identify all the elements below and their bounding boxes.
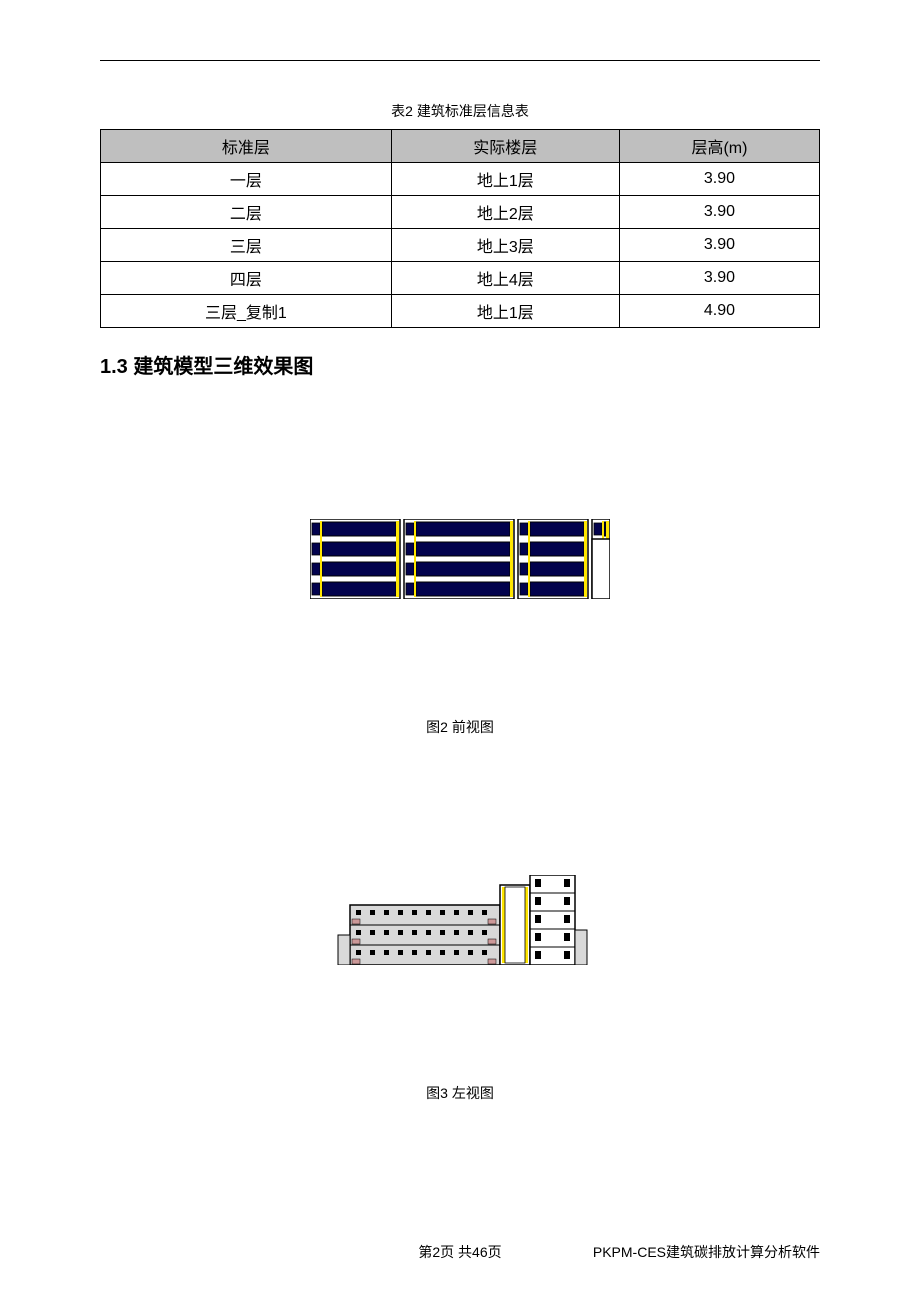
table-cell: 4.90 (619, 295, 819, 328)
col-header: 实际楼层 (391, 130, 619, 163)
floor-info-table: 标准层 实际楼层 层高(m) 一层地上1层3.90二层地上2层3.90三层地上3… (100, 129, 820, 328)
table-cell: 二层 (101, 196, 392, 229)
table-cell: 3.90 (619, 196, 819, 229)
front-view-diagram (310, 519, 610, 599)
table-cell: 地上4层 (391, 262, 619, 295)
footer-page-number: 第2页 共46页 (418, 1244, 501, 1260)
table-cell: 四层 (101, 262, 392, 295)
table-header-row: 标准层 实际楼层 层高(m) (101, 130, 820, 163)
figure-2-block: 图2 前视图 (100, 399, 820, 745)
figure-2-caption: 图2 前视图 (426, 717, 494, 737)
table-cell: 三层 (101, 229, 392, 262)
table-cell: 地上1层 (391, 295, 619, 328)
col-header: 标准层 (101, 130, 392, 163)
table-cell: 3.90 (619, 229, 819, 262)
table-caption: 表2 建筑标准层信息表 (100, 101, 820, 121)
page-footer: 第2页 共46页 PKPM-CES建筑碳排放计算分析软件 (0, 1242, 920, 1262)
section-heading: 1.3 建筑模型三维效果图 (100, 350, 820, 379)
table-cell: 三层_复制1 (101, 295, 392, 328)
table-row: 三层地上3层3.90 (101, 229, 820, 262)
figure-3-caption: 图3 左视图 (426, 1083, 494, 1103)
figure-3-block: 图3 左视图 (100, 765, 820, 1111)
table-cell: 3.90 (619, 163, 819, 196)
table-row: 三层_复制1地上1层4.90 (101, 295, 820, 328)
table-cell: 地上1层 (391, 163, 619, 196)
table-cell: 3.90 (619, 262, 819, 295)
left-view-diagram (330, 875, 590, 965)
table-row: 一层地上1层3.90 (101, 163, 820, 196)
table-row: 二层地上2层3.90 (101, 196, 820, 229)
col-header: 层高(m) (619, 130, 819, 163)
table-cell: 地上2层 (391, 196, 619, 229)
table-row: 四层地上4层3.90 (101, 262, 820, 295)
table-cell: 地上3层 (391, 229, 619, 262)
table-cell: 一层 (101, 163, 392, 196)
top-rule (100, 60, 820, 61)
footer-software-name: PKPM-CES建筑碳排放计算分析软件 (593, 1242, 820, 1262)
